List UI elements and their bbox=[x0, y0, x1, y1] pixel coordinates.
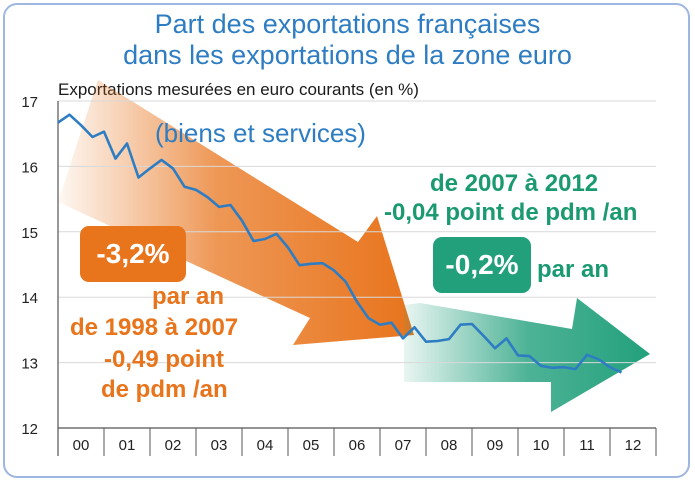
x-tick-label: 07 bbox=[395, 437, 412, 454]
x-tick-label: 04 bbox=[257, 437, 274, 454]
x-tick-label: 02 bbox=[165, 437, 182, 454]
green-point-label: -0,04 point de pdm /an bbox=[384, 199, 638, 226]
y-axis-label: Exportations mesurées en euro courants (… bbox=[58, 80, 419, 99]
orange-point-label: -0,49 point bbox=[104, 346, 225, 373]
green-period-label: de 2007 à 2012 bbox=[430, 170, 599, 197]
series-line bbox=[57, 113, 623, 374]
y-tick-label: 15 bbox=[21, 225, 38, 242]
series-label: (biens et services) bbox=[155, 118, 366, 148]
x-tick-label: 12 bbox=[625, 437, 642, 454]
orange-rate-badge: -3,2% bbox=[80, 226, 186, 282]
y-tick-label: 16 bbox=[21, 159, 38, 176]
x-tick-label: 11 bbox=[579, 437, 595, 454]
x-tick-label: 08 bbox=[441, 437, 458, 454]
y-tick-label: 13 bbox=[21, 356, 38, 373]
orange-period-label: de 1998 à 2007 bbox=[70, 314, 239, 341]
x-tick-label: 05 bbox=[303, 437, 320, 454]
chart-title-line-2: dans les exportations de la zone euro bbox=[123, 40, 572, 70]
y-tick-label: 17 bbox=[21, 94, 38, 111]
x-tick-label: 06 bbox=[349, 437, 366, 454]
green-par-an-label: par an bbox=[537, 256, 610, 283]
x-tick-label: 03 bbox=[211, 437, 228, 454]
x-tick-label: 10 bbox=[533, 437, 550, 454]
chart-title-line-1: Part des exportations françaises bbox=[154, 9, 541, 39]
orange-par-an-label: par an bbox=[152, 283, 225, 310]
y-tick-label: 14 bbox=[21, 290, 38, 307]
green-rate-badge: -0,2% bbox=[433, 237, 531, 293]
x-tick-label: 01 bbox=[119, 437, 136, 454]
x-tick-label: 09 bbox=[487, 437, 504, 454]
x-tick-label: 00 bbox=[73, 437, 90, 454]
y-tick-label: 12 bbox=[21, 421, 38, 438]
orange-pdm-label: de pdm /an bbox=[101, 376, 228, 403]
